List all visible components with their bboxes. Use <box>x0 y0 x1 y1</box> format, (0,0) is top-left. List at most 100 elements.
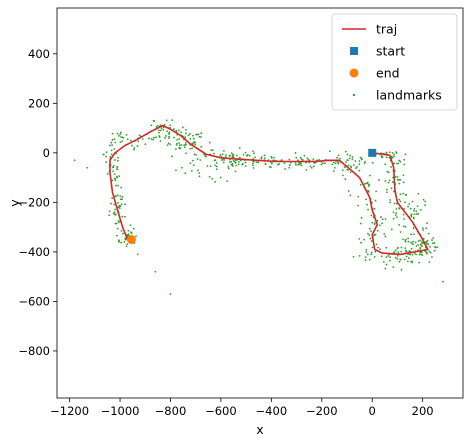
landmark-point <box>120 203 123 206</box>
landmark-point <box>131 144 133 147</box>
landmark-point <box>386 191 388 194</box>
landmark-point <box>178 147 181 150</box>
landmark-point <box>402 174 405 177</box>
landmark-point <box>349 194 352 197</box>
landmark-point <box>393 251 396 253</box>
landmark-point <box>407 257 410 260</box>
landmark-point <box>404 239 407 242</box>
landmark-point <box>152 119 155 122</box>
landmark-point <box>305 169 308 171</box>
landmark-point <box>379 248 381 250</box>
landmark-point <box>214 159 217 162</box>
x-tick-label: 0 <box>369 404 376 418</box>
landmark-point <box>109 156 112 158</box>
landmark-point <box>180 131 182 134</box>
landmark-point <box>425 251 428 254</box>
landmark-point <box>156 124 159 127</box>
landmark-point <box>192 134 194 137</box>
landmark-point <box>219 153 222 156</box>
landmark-point <box>425 252 428 255</box>
landmark-point <box>378 179 381 181</box>
landmark-point <box>405 250 408 253</box>
landmark-point <box>354 160 357 162</box>
landmark-point <box>230 163 233 166</box>
landmark-point <box>374 250 377 253</box>
landmark-point <box>433 249 436 252</box>
y-tick-label: 200 <box>28 96 50 110</box>
landmark-point <box>359 222 362 225</box>
landmark-point <box>120 230 123 232</box>
landmark-point <box>234 161 237 164</box>
landmark-point <box>402 181 405 184</box>
landmark-point <box>343 166 346 168</box>
landmark-point <box>114 208 117 211</box>
landmark-point <box>121 136 124 139</box>
landmark-point <box>270 155 273 158</box>
landmark-point <box>422 198 425 201</box>
landmark-point <box>424 204 426 207</box>
landmark-point <box>183 146 186 149</box>
landmark-point <box>242 153 245 156</box>
landmark-point <box>363 183 366 185</box>
landmark-point <box>238 160 240 163</box>
landmark-point <box>170 155 173 158</box>
landmark-point <box>244 151 247 154</box>
landmark-point <box>328 150 331 153</box>
landmark-point <box>141 138 144 140</box>
landmark-point <box>163 123 166 126</box>
landmark-point <box>346 153 349 156</box>
landmark-point <box>396 257 399 260</box>
landmark-point <box>116 194 119 197</box>
landmark-point <box>383 232 386 235</box>
landmark-point <box>413 213 416 216</box>
landmark-point <box>405 255 408 258</box>
landmark-point <box>390 228 393 231</box>
landmark-point <box>112 170 115 173</box>
landmark-point <box>129 139 132 142</box>
landmark-point <box>194 141 197 144</box>
landmark-point <box>169 124 171 127</box>
landmark-point <box>253 160 255 163</box>
landmark-point <box>389 201 392 204</box>
landmark-point <box>235 154 238 157</box>
plot-area <box>56 7 464 399</box>
landmark-point <box>300 164 303 167</box>
landmark-point <box>138 134 141 137</box>
landmark-point <box>133 147 136 149</box>
landmark-point <box>200 145 203 148</box>
landmark-point <box>166 144 169 147</box>
landmark-point <box>136 145 139 147</box>
landmark-point <box>116 176 118 179</box>
landmark-point <box>235 164 238 167</box>
landmark-point <box>130 232 133 235</box>
landmark-point <box>234 170 237 173</box>
landmark-point <box>427 243 430 246</box>
landmark-point <box>428 261 431 263</box>
landmark-point <box>417 212 420 215</box>
landmark-point <box>417 240 420 243</box>
landmark-point <box>411 253 414 256</box>
landmark-point <box>288 164 291 167</box>
landmark-point <box>189 162 192 165</box>
landmark-point <box>410 214 413 217</box>
landmark-point <box>211 149 214 151</box>
landmark-point <box>195 153 197 156</box>
landmark-point <box>232 159 235 162</box>
landmark-point <box>200 136 202 138</box>
landmark-point <box>381 222 383 225</box>
landmark-point <box>365 250 368 253</box>
landmark-point <box>175 169 177 172</box>
y-tick-label: 0 <box>43 146 50 160</box>
plot-frame <box>56 7 464 399</box>
landmark-point <box>158 131 160 134</box>
landmark-point <box>429 245 431 248</box>
landmark-point <box>385 151 388 154</box>
landmark-point <box>115 195 117 198</box>
landmark-point <box>117 156 119 159</box>
landmark-point <box>410 233 412 236</box>
legend-start-label: start <box>376 44 405 59</box>
landmark-point <box>396 254 399 257</box>
landmark-point <box>181 126 184 129</box>
landmark-point <box>208 141 211 144</box>
landmark-point <box>385 246 388 249</box>
